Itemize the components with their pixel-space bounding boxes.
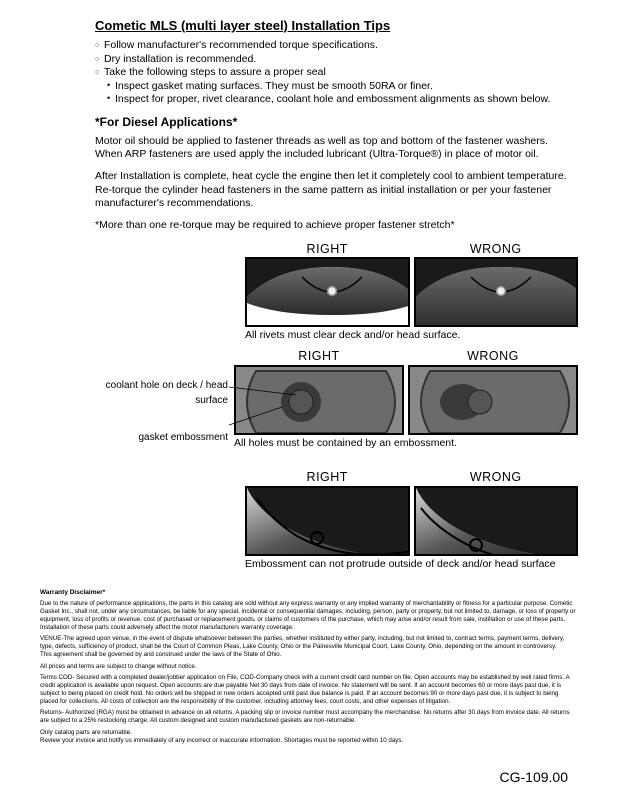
hdr-right-3: RIGHT xyxy=(245,469,410,485)
bullet-3a: Inspect gasket mating surfaces. They mus… xyxy=(95,80,578,94)
hdr-wrong-3: WRONG xyxy=(414,469,579,485)
diesel-p1: Motor oil should be applied to fastener … xyxy=(95,135,568,162)
doc-title: Cometic MLS (multi layer steel) Installa… xyxy=(95,18,578,35)
hdr-wrong-1: WRONG xyxy=(414,241,579,257)
row2-labels: coolant hole on deck / head surface gask… xyxy=(95,348,234,467)
install-bullets: Follow manufacturer's recommended torque… xyxy=(95,39,578,107)
diagram-rivet-right xyxy=(245,257,410,327)
diesel-p3: *More than one re-torque may be required… xyxy=(95,219,568,233)
footer-p3: All prices and terms are subject to chan… xyxy=(40,663,578,671)
diesel-heading: *For Diesel Applications* xyxy=(95,115,578,131)
hdr-wrong-2: WRONG xyxy=(408,348,578,364)
bullet-2: Dry installation is recommended. xyxy=(95,53,578,67)
caption-3: Embossment can not protrude outside of d… xyxy=(245,558,589,572)
footer-p4: Terms COD- Secured with a completed deal… xyxy=(40,674,578,705)
hdr-right-1: RIGHT xyxy=(245,241,410,257)
bullet-1: Follow manufacturer's recommended torque… xyxy=(95,39,578,53)
diagram-hole-right xyxy=(234,365,404,435)
page-number: CG-109.00 xyxy=(500,768,568,786)
caption-1: All rivets must clear deck and/or head s… xyxy=(245,329,589,343)
diagram-protrude-wrong xyxy=(414,486,579,556)
bullet-3b: Inspect for proper, rivet clearance, coo… xyxy=(95,93,578,107)
footer-p5: Returns- Authorized (RGA) must be obtain… xyxy=(40,709,578,725)
footer-p6: Only catalog parts are returnable.Review… xyxy=(40,729,578,745)
caption-2: All holes must be contained by an emboss… xyxy=(234,437,578,451)
footer-p1: Due to the nature of performance applica… xyxy=(40,600,578,631)
label-coolant: coolant hole on deck / head surface xyxy=(95,378,228,408)
footer-p2: VENUE-The agreed upon venue, in the even… xyxy=(40,635,578,658)
hdr-right-2: RIGHT xyxy=(234,348,404,364)
label-embossment: gasket embossment xyxy=(95,430,228,445)
diagram-hole-wrong xyxy=(408,365,578,435)
footer-disclaimer: Warranty Disclaimer* Due to the nature o… xyxy=(40,589,578,744)
diagram-protrude-right xyxy=(245,486,410,556)
bullet-3: Take the following steps to assure a pro… xyxy=(95,66,578,80)
footer-heading: Warranty Disclaimer* xyxy=(40,589,578,597)
diesel-p2: After Installation is complete, heat cyc… xyxy=(95,170,568,211)
diagram-rivet-wrong xyxy=(414,257,579,327)
